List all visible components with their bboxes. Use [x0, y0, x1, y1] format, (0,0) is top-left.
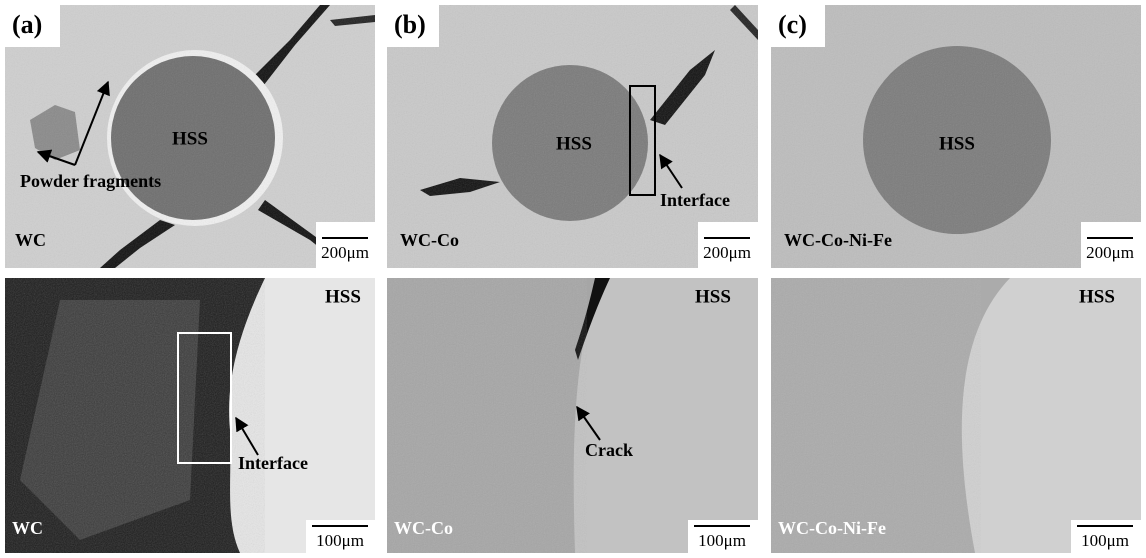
scale-label: 100μm [1081, 531, 1129, 550]
material-label: WC-Co-Ni-Fe [778, 518, 886, 538]
scale-label: 200μm [1086, 243, 1134, 262]
material-label: WC-Co [394, 518, 453, 538]
annotation: Interface [238, 453, 308, 473]
annotation: Powder fragments [20, 171, 161, 191]
scale-label: 100μm [698, 531, 746, 550]
scale-label: 200μm [703, 243, 751, 262]
micrograph-feature [771, 278, 981, 553]
scale-label: 100μm [316, 531, 364, 550]
panel-label: (c) [778, 10, 807, 39]
region-label: HSS [1079, 286, 1115, 307]
annotation: Interface [660, 190, 730, 210]
panel-b-bottom [387, 278, 758, 553]
panel-a-bottom [5, 278, 375, 553]
annotation: Crack [585, 440, 633, 460]
panel-label: (a) [12, 10, 42, 39]
region-label: HSS [556, 133, 592, 154]
material-label: WC-Co-Ni-Fe [784, 230, 892, 250]
region-label: HSS [939, 133, 975, 154]
region-label: HSS [172, 128, 208, 149]
region-label: HSS [325, 286, 361, 307]
scale-label: 200μm [321, 243, 369, 262]
material-label: WC [12, 518, 43, 538]
panel-label: (b) [394, 10, 426, 39]
panel-c-bottom [771, 278, 1141, 553]
micrograph-feature [387, 278, 587, 553]
material-label: WC-Co [400, 230, 459, 250]
region-label: HSS [695, 286, 731, 307]
material-label: WC [15, 230, 46, 250]
figure: (a) (b) (c) HSS HSS HSS HSS HSS HSS Powd… [0, 0, 1146, 558]
micrograph-feature [5, 278, 265, 553]
